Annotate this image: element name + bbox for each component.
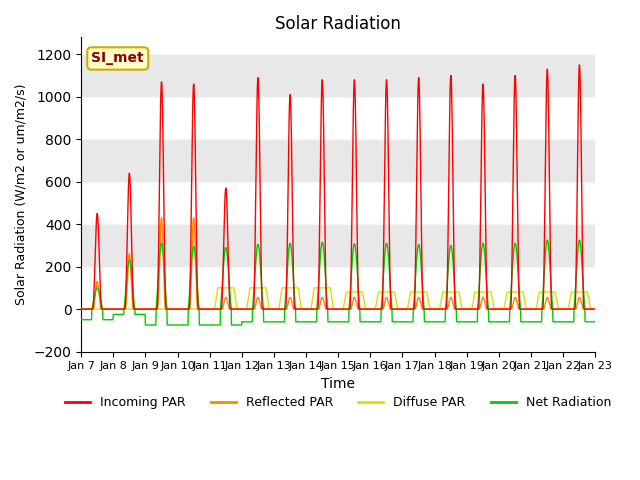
Y-axis label: Solar Radiation (W/m2 or um/m2/s): Solar Radiation (W/m2 or um/m2/s) <box>15 84 28 305</box>
Title: Solar Radiation: Solar Radiation <box>275 15 401 33</box>
Bar <box>81 224 595 266</box>
Legend: Incoming PAR, Reflected PAR, Diffuse PAR, Net Radiation: Incoming PAR, Reflected PAR, Diffuse PAR… <box>60 391 616 414</box>
X-axis label: Time: Time <box>321 377 355 391</box>
Bar <box>81 139 595 182</box>
Bar <box>81 54 595 97</box>
Text: SI_met: SI_met <box>92 51 144 65</box>
